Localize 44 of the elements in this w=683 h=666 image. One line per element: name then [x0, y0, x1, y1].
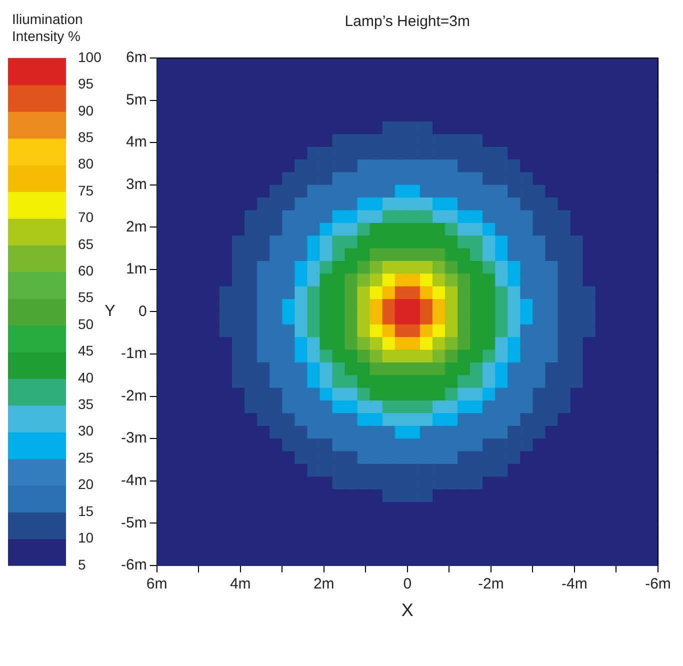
x-tick-label: 2m — [313, 576, 334, 593]
color-bar-label: 40 — [78, 369, 94, 386]
color-bar-label: 90 — [78, 102, 94, 118]
color-bar-label: 95 — [78, 76, 94, 92]
color-bar-label: 25 — [78, 449, 94, 466]
color-bar-label: 80 — [78, 156, 94, 172]
color-bar-label: 20 — [78, 476, 94, 492]
x-tick-label: 4m — [230, 576, 251, 593]
y-tick-label: -4m — [120, 472, 147, 489]
color-bar-label: 85 — [78, 128, 94, 145]
y-tick-label: 6m — [126, 49, 147, 66]
y-axis-title: Y — [104, 303, 116, 320]
y-tick-label: 3m — [126, 176, 147, 193]
color-bar-label: 5 — [78, 556, 86, 572]
y-tick-label: -2m — [120, 387, 147, 404]
y-tick-label: 0 — [138, 302, 147, 320]
color-bar-label: 15 — [78, 502, 94, 519]
color-bar-label: 35 — [78, 396, 94, 412]
x-tick-label: 6m — [146, 576, 168, 593]
x-tick-label: 0 — [403, 576, 412, 593]
color-bar-label: 75 — [78, 182, 94, 198]
color-bar-label: 70 — [78, 209, 94, 226]
color-bar-title: Iliumination Intensity % — [12, 11, 83, 44]
chart-title: Lamp’s Height=3m — [344, 13, 470, 30]
color-bar-label: 100 — [78, 48, 102, 65]
y-tick-label: -5m — [120, 514, 147, 532]
y-tick-label: 2m — [126, 218, 147, 236]
y-tick-label: 1m — [126, 260, 147, 278]
y-tick-label: 4m — [126, 134, 147, 151]
color-bar-label: 55 — [78, 289, 94, 306]
color-bar-label: 10 — [78, 530, 94, 546]
y-tick-label: -3m — [120, 430, 147, 447]
y-tick-label: -1m — [120, 345, 147, 362]
x-tick-label: -4m — [562, 576, 588, 593]
x-tick-label: -2m — [478, 576, 504, 593]
y-tick-label: -6m — [120, 556, 147, 574]
x-axis-title: X — [401, 600, 414, 620]
color-bar-label: 45 — [78, 342, 94, 359]
color-bar-label: 60 — [78, 262, 94, 278]
x-tick-label: -6m — [645, 576, 671, 593]
y-tick-label: 5m — [126, 91, 147, 108]
color-bar-label: 50 — [78, 316, 94, 332]
color-bar-label: 65 — [78, 236, 94, 252]
color-bar-label: 30 — [78, 422, 94, 439]
